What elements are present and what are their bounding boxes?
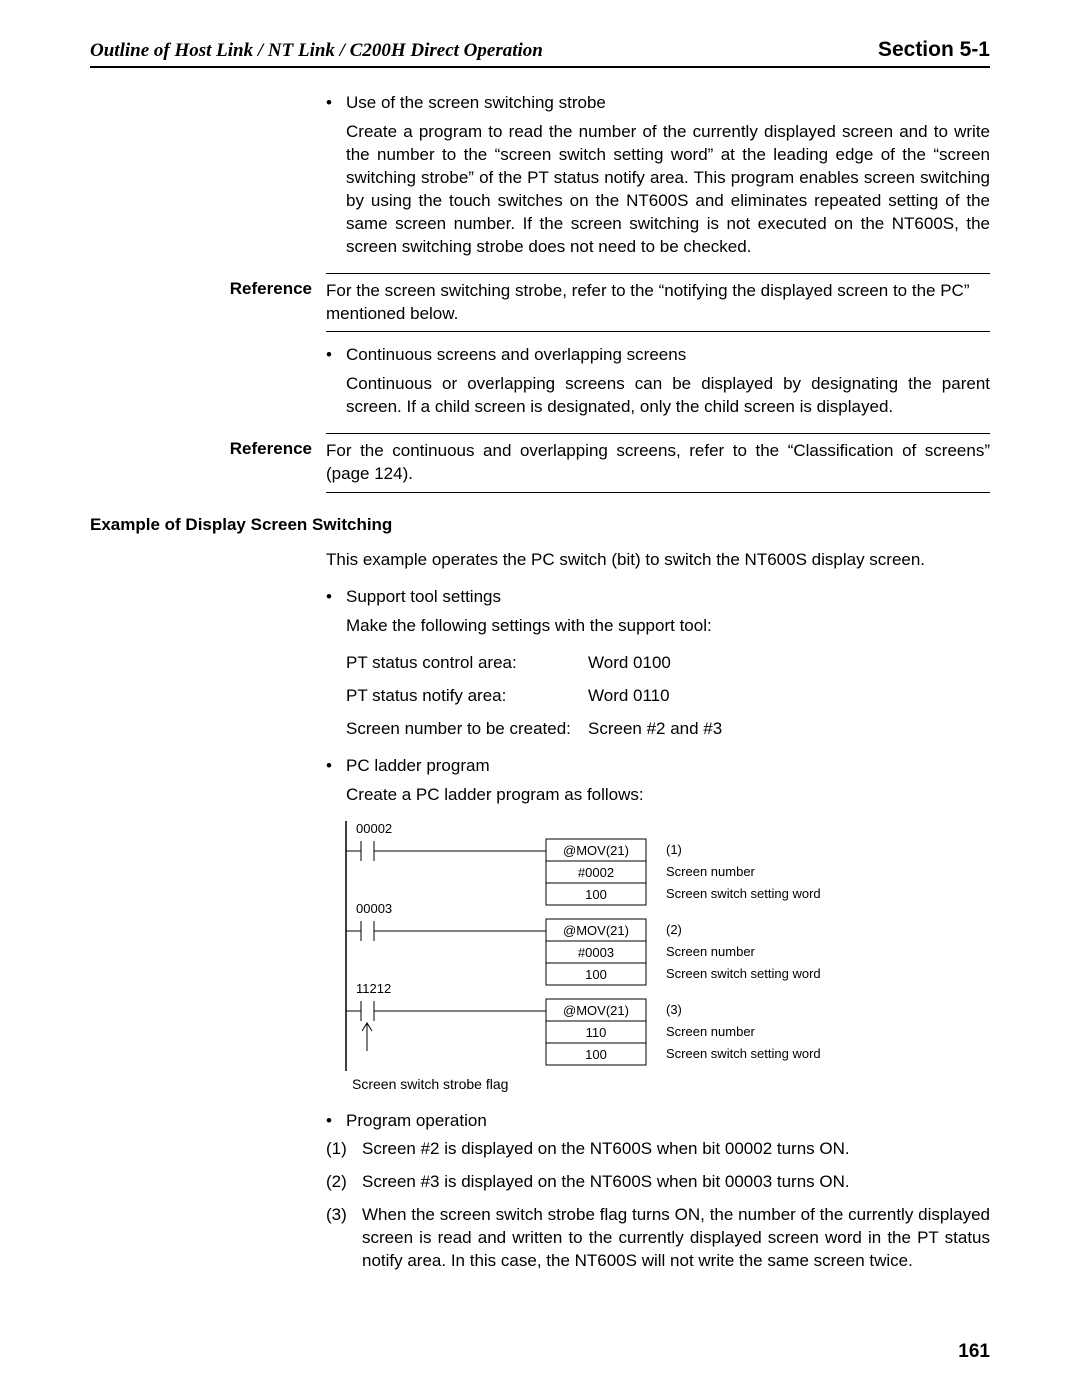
settings-value: Screen #2 and #3 [588, 718, 722, 741]
bullet-text: Continuous screens and overlapping scree… [346, 344, 686, 367]
bullet-dot: • [326, 92, 338, 115]
bullet-item: • PC ladder program [326, 755, 990, 778]
list-item: (3) When the screen switch strobe flag t… [326, 1204, 990, 1273]
bullet-dot: • [326, 344, 338, 367]
svg-text:Screen switch setting word: Screen switch setting word [666, 1046, 821, 1061]
reference-text: For the continuous and overlapping scree… [326, 433, 990, 493]
settings-label: PT status notify area: [346, 685, 576, 708]
bullet-item: • Use of the screen switching strobe [326, 92, 990, 115]
ladder-caption: Screen switch strobe flag [352, 1075, 990, 1094]
settings-row: PT status control area: Word 0100 [346, 652, 990, 675]
settings-value: Word 0110 [588, 685, 670, 708]
list-number: (1) [326, 1138, 352, 1161]
svg-text:#0003: #0003 [578, 945, 614, 960]
svg-text:110: 110 [586, 1025, 607, 1040]
svg-text:@MOV(21): @MOV(21) [563, 1003, 629, 1018]
list-text: Screen #3 is displayed on the NT600S whe… [362, 1171, 850, 1194]
bullet-item: • Program operation [326, 1110, 990, 1133]
bullet-text: PC ladder program [346, 755, 490, 778]
header-title-left: Outline of Host Link / NT Link / C200H D… [90, 40, 543, 62]
svg-text:Screen number: Screen number [666, 1024, 756, 1039]
bullet-dot: • [326, 755, 338, 778]
bullet-item: • Support tool settings [326, 586, 990, 609]
list-number: (2) [326, 1171, 352, 1194]
bullet-dot: • [326, 586, 338, 609]
main-content: • Use of the screen switching strobe Cre… [90, 92, 990, 1283]
bullet-text: Use of the screen switching strobe [346, 92, 606, 115]
svg-text:00003: 00003 [356, 901, 392, 916]
svg-text:Screen number: Screen number [666, 864, 756, 879]
svg-text:Screen switch setting word: Screen switch setting word [666, 886, 821, 901]
svg-text:Screen switch setting word: Screen switch setting word [666, 966, 821, 981]
list-text: Screen #2 is displayed on the NT600S whe… [362, 1138, 850, 1161]
page-header: Outline of Host Link / NT Link / C200H D… [90, 38, 990, 68]
svg-text:100: 100 [585, 1047, 607, 1062]
list-number: (3) [326, 1204, 352, 1273]
settings-table: PT status control area: Word 0100 PT sta… [346, 652, 990, 741]
svg-text:#0002: #0002 [578, 865, 614, 880]
svg-text:100: 100 [585, 967, 607, 982]
svg-text:(1): (1) [666, 842, 682, 857]
program-operation-list: (1) Screen #2 is displayed on the NT600S… [326, 1138, 990, 1273]
ladder-diagram: 00002 @MOV(21) #0002 100 (1) Screen numb… [336, 821, 990, 1094]
settings-label: PT status control area: [346, 652, 576, 675]
reference-text: For the screen switching strobe, refer t… [326, 273, 990, 333]
settings-label: Screen number to be created: [346, 718, 576, 741]
paragraph: Make the following settings with the sup… [346, 615, 990, 638]
svg-text:(2): (2) [666, 922, 682, 937]
reference-label: Reference [90, 433, 318, 505]
svg-text:100: 100 [585, 887, 607, 902]
settings-row: PT status notify area: Word 0110 [346, 685, 990, 708]
paragraph: Create a program to read the number of t… [346, 121, 990, 259]
example-heading: Example of Display Screen Switching [90, 515, 990, 535]
svg-text:Screen number: Screen number [666, 944, 756, 959]
settings-value: Word 0100 [588, 652, 671, 675]
settings-row: Screen number to be created: Screen #2 a… [346, 718, 990, 741]
paragraph: Create a PC ladder program as follows: [346, 784, 990, 807]
example-intro: This example operates the PC switch (bit… [326, 549, 990, 572]
svg-text:@MOV(21): @MOV(21) [563, 923, 629, 938]
ladder-contact-label: 00002 [356, 821, 392, 836]
svg-text:11212: 11212 [356, 981, 391, 996]
header-section-right: Section 5-1 [878, 38, 990, 62]
page-number: 161 [958, 1341, 990, 1363]
paragraph: Continuous or overlapping screens can be… [346, 373, 990, 419]
svg-text:@MOV(21): @MOV(21) [563, 843, 629, 858]
bullet-text: Program operation [346, 1110, 487, 1133]
bullet-item: • Continuous screens and overlapping scr… [326, 344, 990, 367]
svg-text:(3): (3) [666, 1002, 682, 1017]
reference-label: Reference [90, 273, 318, 345]
list-item: (1) Screen #2 is displayed on the NT600S… [326, 1138, 990, 1161]
bullet-text: Support tool settings [346, 586, 501, 609]
list-text: When the screen switch strobe flag turns… [362, 1204, 990, 1273]
list-item: (2) Screen #3 is displayed on the NT600S… [326, 1171, 990, 1194]
bullet-dot: • [326, 1110, 338, 1133]
